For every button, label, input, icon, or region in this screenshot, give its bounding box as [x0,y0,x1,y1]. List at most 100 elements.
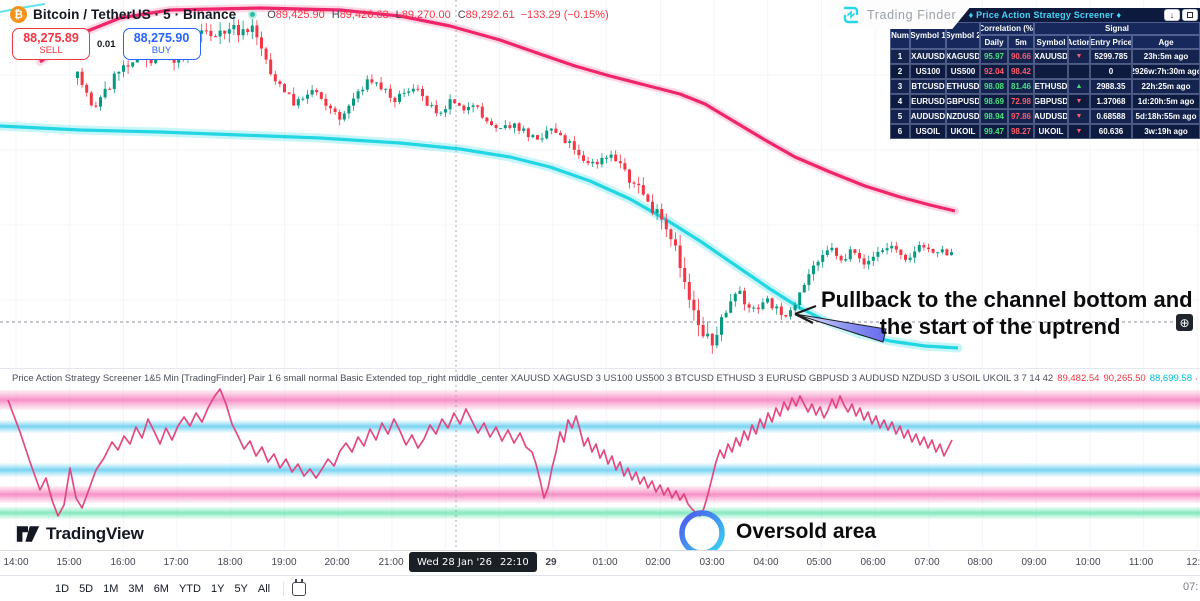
channel-bottom-line[interactable] [0,124,959,350]
row-5m-correlation: 72.98 [1008,94,1034,109]
row-action-arrow: ▲ [1068,79,1090,94]
row-signal-symbol: ETHUSD [1034,79,1068,94]
row-num: 3 [890,79,910,94]
row-daily-correlation: 98.69 [980,94,1008,109]
time-axis-label: 11:00 [1128,557,1154,568]
time-axis-label: 29 [545,557,557,568]
row-action-arrow: ▼ [1068,109,1090,124]
tradingview-icon [16,526,40,542]
range-button-1y[interactable]: 1Y [210,582,225,595]
row-symbol1: BTCUSD [910,79,946,94]
time-axis-label: 03:00 [699,557,725,568]
oversold-annotation: Oversold area [736,520,877,543]
row-symbol2: ETHUSD [946,79,980,94]
row-5m-correlation: 98.42 [1008,64,1034,79]
col-header-5m: 5m [1008,35,1034,49]
symbol-title[interactable]: Bitcoin / TetherUS · 5 · Binance [33,7,237,22]
time-axis-label: 04:00 [753,557,779,568]
range-button-1d[interactable]: 1D [55,582,70,595]
clock-partial: 07: [1183,581,1199,593]
row-num: 2 [890,64,910,79]
time-axis[interactable]: Wed 28 Jan '26 22:10 14:00 15:00 16:00 17:0… [0,550,1200,575]
col-header-age: Age [1132,35,1200,49]
go-to-date-icon[interactable] [292,578,307,596]
row-symbol1: US100 [910,64,946,79]
row-num: 5 [890,109,910,124]
sell-price: 88,275.89 [23,30,79,45]
oscillator-bands [0,390,1200,519]
row-entry-price: 5299.785 [1090,49,1132,64]
screener-panel: ♦ Price Action Strategy Screener ♦ ↓ Num… [890,8,1200,139]
range-button-all[interactable]: All [257,582,271,595]
pullback-annotation-line2: the start of the uptrend [879,314,1121,339]
time-axis-label: 14:00 [3,557,29,568]
order-panel: 88,275.89 SELL 0.01 88,275.90 BUY [12,28,201,60]
time-axis-label: 20:00 [324,557,350,568]
row-5m-correlation: 98.27 [1008,124,1034,139]
range-button-5y[interactable]: 5Y [234,582,248,595]
indicator-value: 90,265.50 [1103,373,1146,384]
screener-title: ♦ Price Action Strategy Screener ♦ [968,10,1122,20]
tradingview-label: TradingView [46,524,144,543]
change-value: −133.29 (−0.15%) [520,8,609,21]
download-button[interactable]: ↓ [1164,9,1180,21]
fullscreen-icon [1187,12,1193,18]
row-symbol1: AUDUSD [910,109,946,124]
row-signal-symbol: AUDUSD [1034,109,1068,124]
col-header-symbol: Symbol [1034,35,1068,49]
chart-canvas[interactable] [0,0,1200,550]
buy-price: 88,275.90 [133,30,190,45]
indicator-value: 44.98 [1196,373,1197,384]
time-axis-label: 12:0 [1186,557,1200,568]
oscillator-line[interactable] [7,388,953,517]
tradingview-logo[interactable]: TradingView [16,524,144,544]
range-button-ytd[interactable]: YTD [178,582,201,595]
time-axis-label: 08:00 [967,557,993,568]
sell-label: SELL [39,44,63,56]
row-symbol2: US500 [946,64,980,79]
range-button-5d[interactable]: 5D [79,582,94,595]
price-line-plus-button[interactable]: ⊕ [1176,314,1193,331]
time-axis-label: 06:00 [860,557,886,568]
trading-finder-logo: Trading Finder [828,0,976,29]
time-axis-label: 05:00 [806,557,832,568]
sell-button[interactable]: 88,275.89 SELL [12,28,90,60]
time-axis-label: 01:00 [592,557,618,568]
time-axis-label: 19:00 [271,557,297,568]
channel-top-line[interactable] [39,6,956,213]
tooltip-date: Wed 28 Jan '26 [417,556,492,568]
trading-finder-label: Trading Finder [867,7,957,22]
col-header-daily: Daily [980,35,1008,49]
buy-label: BUY [151,44,172,56]
row-age: 3w:19h ago [1132,124,1200,139]
row-action-arrow [1068,64,1090,79]
row-symbol1: EURUSD [910,94,946,109]
indicator-title[interactable]: Price Action Strategy Screener 1&5 Min [… [12,373,1197,384]
time-axis-label: 16:00 [110,557,136,568]
row-age: 2926w:7h:30m ago [1132,64,1200,79]
row-5m-correlation: 90.66 [1008,49,1034,64]
pane-separator[interactable] [0,368,1200,369]
group-header-signal: Signal [1034,22,1200,35]
crosshair-time-tooltip: Wed 28 Jan '26 22:10 [409,552,537,572]
time-axis-label: 21:00 [378,557,404,568]
fullscreen-button[interactable] [1182,9,1198,21]
row-symbol2: XAGUSD [946,49,980,64]
indicator-value: 89,482.54 [1057,373,1100,384]
ohlc-values: O89,425.90 H89,426.63 L89,270.00 C89,292.61 [267,9,514,21]
ohlc-item: H89,426.63 [331,8,389,21]
pullback-annotation-line1: Pullback to the channel bottom and [821,287,1193,312]
buy-button[interactable]: 88,275.90 BUY [122,28,201,60]
time-axis-label: 17:00 [163,557,189,568]
row-signal-symbol: XAUUSD [1034,49,1068,64]
oversold-circle [679,510,725,550]
row-signal-symbol: GBPUSD [1034,94,1068,109]
row-daily-correlation: 92.04 [980,64,1008,79]
row-age: 1d:20h:5m ago [1132,94,1200,109]
row-age: 22h:25m ago [1132,79,1200,94]
range-button-6m[interactable]: 6M [153,582,169,595]
range-button-1m[interactable]: 1M [103,582,119,595]
screener-titlebar: ♦ Price Action Strategy Screener ♦ ↓ [890,8,1200,22]
range-button-3m[interactable]: 3M [128,582,144,595]
row-age: 5d:18h:55m ago [1132,109,1200,124]
